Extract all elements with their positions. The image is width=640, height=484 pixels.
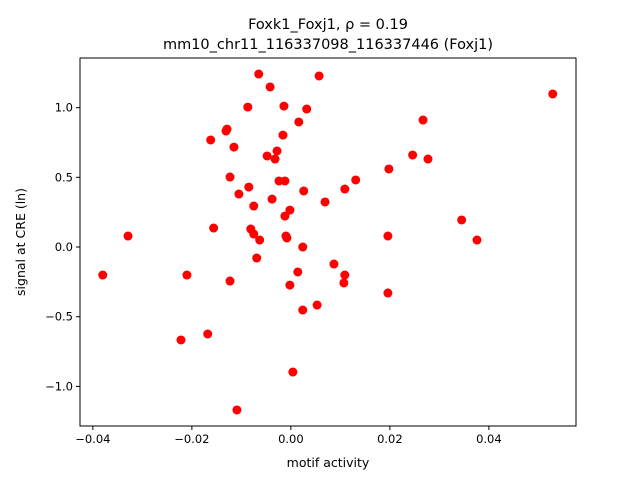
data-point <box>383 231 393 241</box>
data-point <box>299 186 309 196</box>
data-point <box>340 184 350 194</box>
data-point <box>252 253 262 263</box>
data-point <box>351 175 361 185</box>
x-axis: −0.04 −0.02 0.00 0.02 0.04 <box>75 426 502 446</box>
data-point <box>423 154 433 164</box>
data-point <box>232 405 242 415</box>
data-point <box>472 235 482 245</box>
data-point <box>298 305 308 315</box>
data-point <box>548 89 558 99</box>
data-point <box>320 197 330 207</box>
data-point <box>285 205 295 215</box>
y-tick-label: −1.0 <box>45 379 73 393</box>
data-point <box>329 259 339 269</box>
data-point <box>285 280 295 290</box>
y-tick-label: 0.0 <box>55 240 73 254</box>
data-point <box>272 146 282 156</box>
data-point <box>203 329 213 339</box>
data-point <box>225 172 235 182</box>
data-point <box>312 300 322 310</box>
data-point <box>280 176 290 186</box>
data-point <box>243 102 253 112</box>
data-points <box>98 69 558 415</box>
data-point <box>298 242 308 252</box>
data-point <box>384 164 394 174</box>
x-tick-label: −0.04 <box>75 432 110 446</box>
data-point <box>249 201 259 211</box>
data-point <box>314 71 324 81</box>
data-point <box>339 278 349 288</box>
data-point <box>293 267 303 277</box>
x-tick-label: −0.02 <box>174 432 209 446</box>
data-point <box>288 367 298 377</box>
data-point <box>254 69 264 79</box>
data-point <box>176 335 186 345</box>
data-point <box>383 288 393 298</box>
data-point <box>229 142 239 152</box>
data-point <box>182 270 192 280</box>
data-point <box>225 276 235 286</box>
data-point <box>418 115 428 125</box>
data-point <box>340 270 350 280</box>
data-point <box>234 189 244 199</box>
data-point <box>244 182 254 192</box>
y-tick-label: 1.0 <box>55 101 73 115</box>
data-point <box>270 154 280 164</box>
data-point <box>282 233 292 243</box>
y-axis-label: signal at CRE (ln) <box>13 188 28 296</box>
data-point <box>302 104 312 114</box>
data-point <box>255 235 265 245</box>
data-point <box>279 101 289 111</box>
data-point <box>267 194 277 204</box>
data-point <box>222 124 232 134</box>
data-point <box>98 270 108 280</box>
data-point <box>262 151 272 161</box>
data-point <box>206 135 216 145</box>
chart-title-line1: Foxk1_Foxj1, ρ = 0.19 <box>248 17 408 33</box>
data-point <box>408 150 418 160</box>
data-point <box>278 130 288 140</box>
data-point <box>209 223 219 233</box>
y-tick-label: −0.5 <box>45 310 73 324</box>
x-tick-label: 0.04 <box>476 432 502 446</box>
plot-frame <box>79 57 577 427</box>
data-point <box>249 229 259 239</box>
y-tick-label: 0.5 <box>55 170 73 184</box>
data-point <box>123 231 133 241</box>
x-tick-label: 0.02 <box>377 432 403 446</box>
data-point <box>294 117 304 127</box>
y-axis: −1.0 −0.5 0.0 0.5 1.0 <box>45 101 80 393</box>
data-point <box>457 215 467 225</box>
data-point <box>280 211 290 221</box>
data-point <box>265 82 275 92</box>
x-axis-label: motif activity <box>287 455 370 470</box>
x-tick-label: 0.00 <box>278 432 304 446</box>
chart-title-line2: mm10_chr11_116337098_116337446 (Foxj1) <box>163 37 493 53</box>
